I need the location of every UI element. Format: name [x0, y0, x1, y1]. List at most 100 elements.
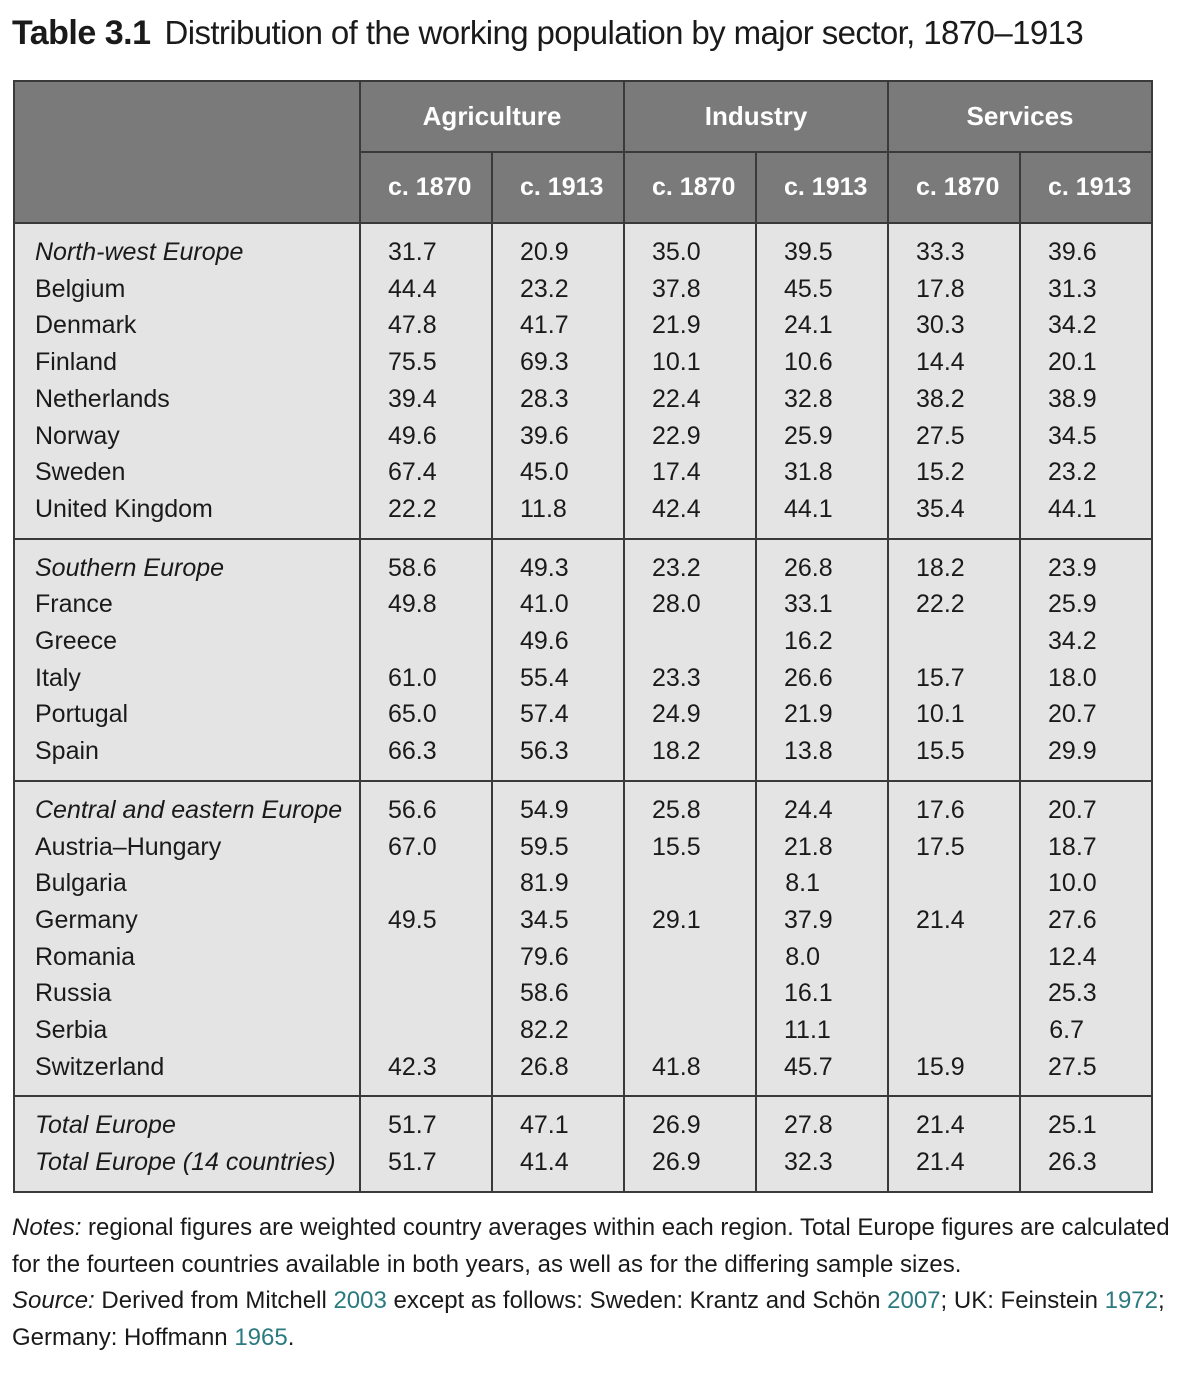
table-group: Total Europe 51.7 47.1 26.9 27.8 21.4 25.1 Tota…	[13, 1096, 1154, 1192]
citation-year-link[interactable]: 1965	[234, 1323, 288, 1351]
table-row: Total Europe 51.7 47.1 26.9 27.8 21.4 25.1	[13, 1096, 1154, 1145]
year-header: c. 1913	[754, 151, 890, 224]
table-cell: 39.6	[1019, 223, 1154, 271]
row-label: Italy	[13, 659, 361, 697]
table-cell: 18.7	[1019, 828, 1154, 866]
header-corner	[13, 80, 361, 224]
row-label: Bulgaria	[13, 865, 361, 902]
table-cell: 34.5	[1019, 417, 1154, 455]
table-row: Sweden 67.4 45.0 17.4 31.8 15.2 23.2	[13, 454, 1154, 491]
source-label: Source:	[12, 1287, 95, 1314]
table-cell: 51.7	[359, 1096, 493, 1145]
table-cell: 27.5	[887, 417, 1022, 455]
table-cell: 10.1	[623, 344, 757, 381]
citation-year-link[interactable]: 2003	[333, 1287, 387, 1314]
year-header: c. 1870	[887, 151, 1022, 224]
table-cell: 24.4	[754, 780, 890, 829]
year-header-row: c. 1870 c. 1913 c. 1870 c. 1913 c. 1870 …	[14, 151, 1154, 224]
table-cell: 27.6	[1019, 901, 1154, 939]
table-cell: 31.8	[754, 454, 890, 491]
table-cell: 10.6	[754, 344, 890, 381]
table-row: Romania 79.6 8.0 12.4	[13, 938, 1154, 976]
table-cell: 17.8	[887, 270, 1022, 308]
table-row: Switzerland 42.3 26.8 41.8 45.7 15.9 27.5	[13, 1048, 1154, 1097]
row-label: United Kingdom	[13, 490, 361, 539]
table-cell: 67.4	[359, 454, 493, 491]
table-cell: 14.4	[887, 344, 1022, 381]
table-cell: 42.3	[359, 1048, 493, 1097]
table-cell: 37.8	[623, 270, 757, 308]
sector-header: Industry	[622, 80, 890, 153]
table-cell: 20.7	[1019, 696, 1154, 734]
table-cell	[623, 975, 757, 1013]
row-label: Belgium	[13, 270, 361, 308]
table-cell: 15.5	[623, 828, 757, 866]
table-cell: 35.0	[623, 223, 757, 271]
table-cell	[623, 1012, 757, 1049]
table-caption: Distribution of the working population b…	[164, 14, 1084, 51]
notes-label: Notes:	[12, 1214, 82, 1241]
table-cell: 27.8	[754, 1096, 890, 1145]
table-cell: 25.8	[623, 780, 757, 829]
table-cell: 35.4	[887, 490, 1022, 539]
row-label: Finland	[13, 344, 361, 381]
table-notes: Notes: regional figures are weighted cou…	[12, 1210, 1172, 1356]
table-cell: 44.1	[754, 490, 890, 539]
row-label: France	[13, 586, 361, 624]
table-cell: 49.5	[359, 901, 493, 939]
table-cell: 29.1	[623, 901, 757, 939]
citation-year-link[interactable]: 1972	[1104, 1287, 1158, 1314]
table-cell: 28.3	[491, 380, 625, 418]
row-label: Greece	[13, 623, 361, 660]
table-cell: 47.1	[491, 1096, 625, 1145]
table-cell	[623, 865, 757, 902]
table-cell: 32.3	[754, 1144, 890, 1192]
row-label: Russia	[13, 975, 361, 1013]
table-cell: 26.9	[623, 1096, 757, 1145]
table-cell: 81.9	[491, 865, 625, 902]
table-cell: 82.2	[491, 1012, 625, 1049]
table-cell: 16.2	[754, 623, 890, 660]
table-cell: 45.7	[754, 1048, 890, 1097]
table-cell: 21.8	[754, 828, 890, 866]
table-cell: 42.4	[623, 490, 757, 539]
table-cell: 45.5	[754, 270, 890, 308]
table-cell: 25.1	[1019, 1096, 1154, 1145]
table-cell: 11.8	[491, 490, 625, 539]
table-cell: 25.9	[1019, 586, 1154, 624]
row-label: Central and eastern Europe	[13, 780, 361, 829]
table-cell: 45.0	[491, 454, 625, 491]
table-cell: 22.2	[359, 490, 493, 539]
source-text-part: ; UK: Feinstein	[940, 1287, 1105, 1314]
table-cell: 21.9	[623, 307, 757, 345]
table-cell: 26.6	[754, 659, 890, 697]
table-cell: 26.8	[491, 1048, 625, 1097]
table-cell	[623, 938, 757, 976]
table-cell	[887, 975, 1022, 1013]
table-cell: 59.5	[491, 828, 625, 866]
sector-header-row: Agriculture Industry Services	[13, 80, 1154, 224]
table-row: Central and eastern Europe 56.6 54.9 25.8 24…	[13, 780, 1154, 829]
table-cell: 49.6	[491, 623, 625, 660]
source-text-part: ; Germany: Hoffmann	[12, 1287, 1165, 1351]
table-cell	[359, 1012, 493, 1049]
table-cell: 30.3	[887, 307, 1022, 345]
table-row: France 49.8 41.0 28.0 33.1 22.2 25.9	[13, 586, 1154, 624]
table-cell: 51.7	[359, 1144, 493, 1192]
table-cell	[887, 938, 1022, 976]
table-cell: 21.9	[754, 696, 890, 734]
table-cell: 49.8	[359, 586, 493, 624]
table-cell	[623, 623, 757, 660]
table-cell: 16.1	[754, 975, 890, 1013]
table-number: Table 3.1	[12, 14, 151, 52]
table-cell: 17.5	[887, 828, 1022, 866]
table-cell: 26.8	[754, 538, 890, 587]
row-label: Portugal	[13, 696, 361, 734]
table-cell: 28.0	[623, 586, 757, 624]
table-cell: 27.5	[1019, 1048, 1154, 1097]
citation-year-link[interactable]: 2007	[887, 1287, 941, 1314]
table-cell: 39.6	[491, 417, 625, 455]
source-text-part: Derived from Mitchell	[101, 1287, 334, 1314]
table-cell	[887, 1012, 1022, 1049]
table-cell: 58.6	[359, 538, 493, 587]
